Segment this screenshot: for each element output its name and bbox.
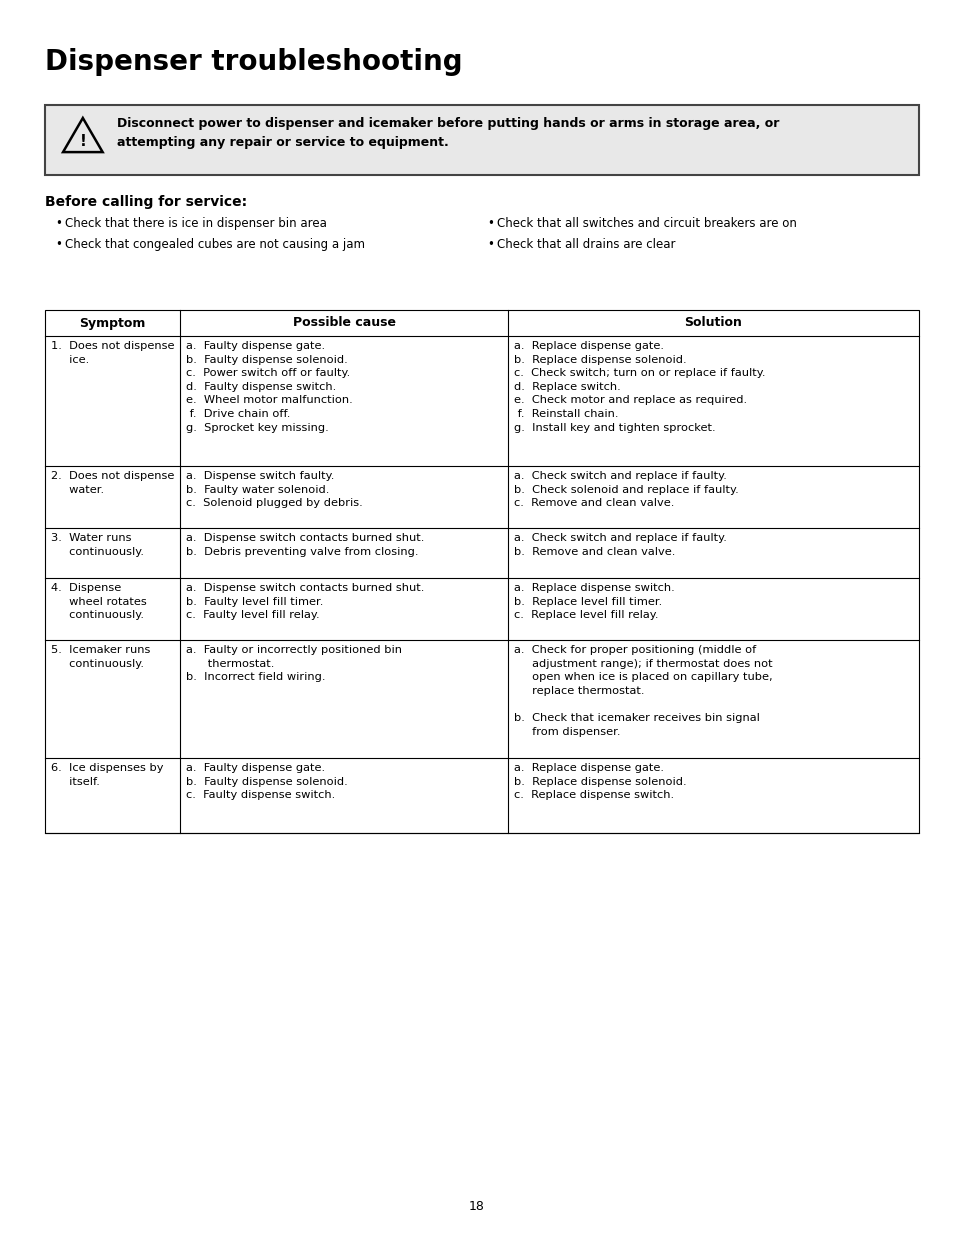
Bar	[45, 105, 918, 175]
Text: 4.  Dispense
     wheel rotates
     continuously.: 4. Dispense wheel rotates continuously.	[51, 583, 147, 620]
Text: a.  Dispense switch faulty.
b.  Faulty water solenoid.
c.  Solenoid plugged by d: a. Dispense switch faulty. b. Faulty wat…	[186, 471, 363, 508]
Text: a.  Dispense switch contacts burned shut.
b.  Faulty level fill timer.
c.  Fault: a. Dispense switch contacts burned shut.…	[186, 583, 424, 620]
Text: 6.  Ice dispenses by
     itself.: 6. Ice dispenses by itself.	[51, 763, 163, 787]
Text: a.  Faulty dispense gate.
b.  Faulty dispense solenoid.
c.  Power switch off or : a. Faulty dispense gate. b. Faulty dispe…	[186, 341, 353, 432]
Text: a.  Faulty dispense gate.
b.  Faulty dispense solenoid.
c.  Faulty dispense swit: a. Faulty dispense gate. b. Faulty dispe…	[186, 763, 348, 800]
Text: 5.  Icemaker runs
     continuously.: 5. Icemaker runs continuously.	[51, 645, 150, 668]
Text: 3.  Water runs
     continuously.: 3. Water runs continuously.	[51, 534, 144, 557]
Text: Check that all switches and circuit breakers are on: Check that all switches and circuit brea…	[497, 217, 796, 230]
Text: a.  Check switch and replace if faulty.
b.  Remove and clean valve.: a. Check switch and replace if faulty. b…	[514, 534, 726, 557]
Text: a.  Replace dispense gate.
b.  Replace dispense solenoid.
c.  Replace dispense s: a. Replace dispense gate. b. Replace dis…	[514, 763, 686, 800]
Text: Solution: Solution	[683, 316, 741, 330]
Text: a.  Replace dispense gate.
b.  Replace dispense solenoid.
c.  Check switch; turn: a. Replace dispense gate. b. Replace dis…	[514, 341, 764, 432]
Text: Symptom: Symptom	[79, 316, 146, 330]
Text: •: •	[486, 217, 494, 230]
Bar	[45, 310, 918, 832]
Text: a.  Replace dispense switch.
b.  Replace level fill timer.
c.  Replace level fil: a. Replace dispense switch. b. Replace l…	[514, 583, 674, 620]
Text: 18: 18	[469, 1200, 484, 1214]
Text: a.  Faulty or incorrectly positioned bin
      thermostat.
b.  Incorrect field w: a. Faulty or incorrectly positioned bin …	[186, 645, 402, 682]
Text: Before calling for service:: Before calling for service:	[45, 195, 247, 209]
Text: 2.  Does not dispense
     water.: 2. Does not dispense water.	[51, 471, 174, 494]
Text: Possible cause: Possible cause	[293, 316, 395, 330]
Text: a.  Check switch and replace if faulty.
b.  Check solenoid and replace if faulty: a. Check switch and replace if faulty. b…	[514, 471, 738, 508]
Text: 1.  Does not dispense
     ice.: 1. Does not dispense ice.	[51, 341, 174, 364]
Text: •: •	[54, 217, 62, 230]
Text: Check that all drains are clear: Check that all drains are clear	[497, 238, 675, 251]
Text: a.  Dispense switch contacts burned shut.
b.  Debris preventing valve from closi: a. Dispense switch contacts burned shut.…	[186, 534, 424, 557]
Text: Dispenser troubleshooting: Dispenser troubleshooting	[45, 48, 462, 77]
Text: •: •	[486, 238, 494, 251]
Text: a.  Check for proper positioning (middle of
     adjustment range); if thermosta: a. Check for proper positioning (middle …	[514, 645, 772, 736]
Text: !: !	[79, 135, 86, 149]
Text: Check that congealed cubes are not causing a jam: Check that congealed cubes are not causi…	[65, 238, 364, 251]
Text: Check that there is ice in dispenser bin area: Check that there is ice in dispenser bin…	[65, 217, 326, 230]
Text: Disconnect power to dispenser and icemaker before putting hands or arms in stora: Disconnect power to dispenser and icemak…	[116, 117, 779, 149]
Text: •: •	[54, 238, 62, 251]
